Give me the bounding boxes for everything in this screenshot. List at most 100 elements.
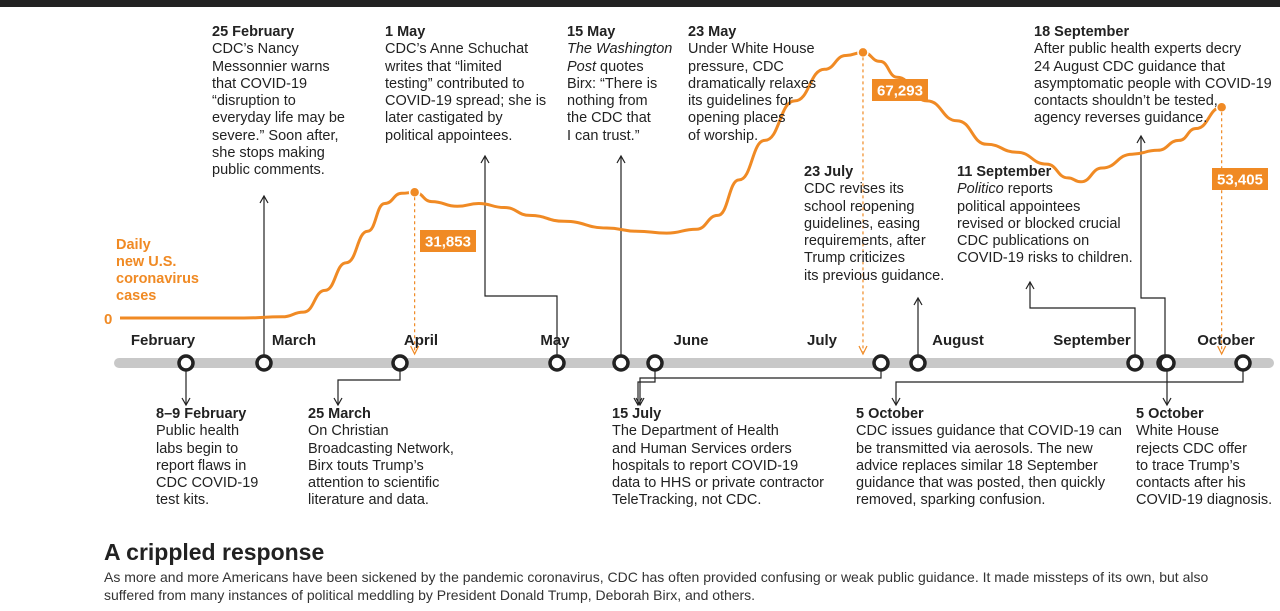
peak-dot [408,186,421,199]
annotation-text: CDC’s Anne Schuchat writes that “limited… [385,41,547,144]
annotation-text: On Christian Broadcasting Network, Birx … [308,423,454,509]
event-markers [177,354,1252,372]
event-marker [548,354,566,372]
connector-line [637,364,656,405]
peak-value-box [872,79,928,101]
annotation-date: 8–9 February [156,406,247,422]
peak-dot [857,46,869,59]
annotation-jul15: 15 July The Department of Health and Hum… [612,406,824,510]
annotation-date: 5 October [856,406,924,422]
annotation-text: White House rejects CDC offer to trace T… [1136,423,1273,509]
y-axis-label: Daily new U.S. coronavirus cases [116,237,199,304]
month-tick-label: September [1053,332,1131,349]
event-marker [646,354,664,372]
annotation-date: 25 March [308,406,371,422]
annotation-text: Politico reports political appointees re… [957,181,1133,267]
connector-arrowhead [333,397,343,407]
peak-drop-arrowhead [858,345,868,356]
connector-line [639,364,882,405]
annotation-date: 11 September [957,164,1052,180]
publication-name: The Washington Post [567,41,673,75]
annotation-date: 15 May [567,24,616,40]
event-marker [177,354,195,372]
month-labels: February March April May June July August Septe… [131,332,1255,349]
annotation-jul23: 23 July CDC revises its school reopening… [804,164,944,285]
annotation-may1: 1 May CDC’s Anne Schuchat writes that “l… [385,24,546,145]
peak-drop-arrowhead [410,345,420,356]
annotation-date: 23 May [688,24,737,40]
annotation-text: CDC issues guidance that COVID-19 can be… [856,423,1122,509]
annotation-text: The Washington Post quotes Birx: “There … [567,41,672,145]
peak-value-label: 67,293 [877,83,923,100]
timeline-track [114,358,1274,368]
month-tick-label: July [807,332,838,349]
month-tick-label: October [1197,332,1255,349]
connector-arrowhead [633,397,643,407]
event-marker [391,354,409,372]
connector-line [337,364,401,405]
month-tick-label: March [272,332,316,349]
connector-arrowhead [616,154,626,164]
annotation-text: Under White House pressure, CDC dramatic… [688,41,817,144]
event-marker [872,354,890,372]
peak-value-box [420,230,476,252]
connector-line [895,364,1244,405]
month-tick-label: April [404,332,438,349]
connector-lines [181,134,1244,407]
annotation-text: After public health experts decry 24 Aug… [1034,41,1272,127]
connector-line [1140,136,1166,360]
annotation-date: 15 July [612,406,662,422]
annotation-feb25: 25 February CDC’s Nancy Messonnier warns… [212,24,345,180]
connector-arrowhead [1136,134,1146,144]
top-rule [0,0,1280,7]
annotation-feb8: 8–9 February Public health labs begin to… [156,406,258,510]
month-tick-label: February [131,332,196,349]
connector-arrowhead [181,397,191,407]
annotation-oct5-white-house: 5 October White House rejects CDC offer … [1136,406,1272,510]
connector-arrowhead [259,194,269,204]
annotation-date: 23 July [804,164,854,180]
y-zero-tick-label: 0 [104,311,112,328]
connector-arrowhead [891,397,901,407]
event-marker [1158,354,1176,372]
event-marker [1126,354,1144,372]
publication-name: Politico [957,181,1004,198]
annotation-text: The Department of Health and Human Servi… [612,423,824,509]
connector-line [484,156,558,360]
annotation-date: 25 February [212,24,295,40]
event-marker [255,354,273,372]
annotation-text-rest: reports political appointees revised or … [957,181,1133,267]
month-tick-label: August [932,332,984,349]
annotation-date: 1 May [385,24,426,40]
connector-arrowhead [1162,397,1172,407]
chart-title: A crippled response [104,539,325,565]
peak-value-label: 31,853 [425,234,471,251]
annotation-text: CDC revises its school reopening guideli… [804,181,945,284]
peak-value-box [1212,168,1268,190]
month-tick-label: May [540,332,570,349]
annotation-date: 18 September [1034,24,1130,40]
event-marker [1234,354,1252,372]
month-tick-label: June [673,332,708,349]
event-marker [909,354,927,372]
annotation-mar25: 25 March On Christian Broadcasting Netwo… [308,406,454,510]
connector-line [1029,282,1136,360]
annotation-text: Public health labs begin to report flaws… [156,423,259,509]
peak-drop-arrowhead [1217,345,1227,356]
annotation-oct5-aerosols: 5 October CDC issues guidance that COVID… [856,406,1122,510]
connector-arrowhead [635,397,645,407]
connector-arrowhead [913,296,923,306]
event-marker [612,354,630,372]
chart-subtitle: As more and more Americans have been sic… [104,569,1209,603]
peak-value-label: 53,405 [1217,172,1263,189]
connector-arrowhead [1025,280,1035,290]
connector-arrowhead [480,154,490,164]
annotation-text: CDC’s Nancy Messonnier warns that COVID-… [212,41,345,179]
annotation-sep11: 11 September Politico reports political … [957,164,1133,268]
annotation-may15: 15 May The Washington Post quotes Birx: … [567,24,672,145]
annotation-may23: 23 May Under White House pressure, CDC d… [688,24,816,145]
annotation-date: 5 October [1136,406,1204,422]
annotation-text-rest: quotes Birx: “There is nothing from the … [567,58,658,144]
peak-labels: 31,853 67,293 53,405 [408,46,1268,356]
